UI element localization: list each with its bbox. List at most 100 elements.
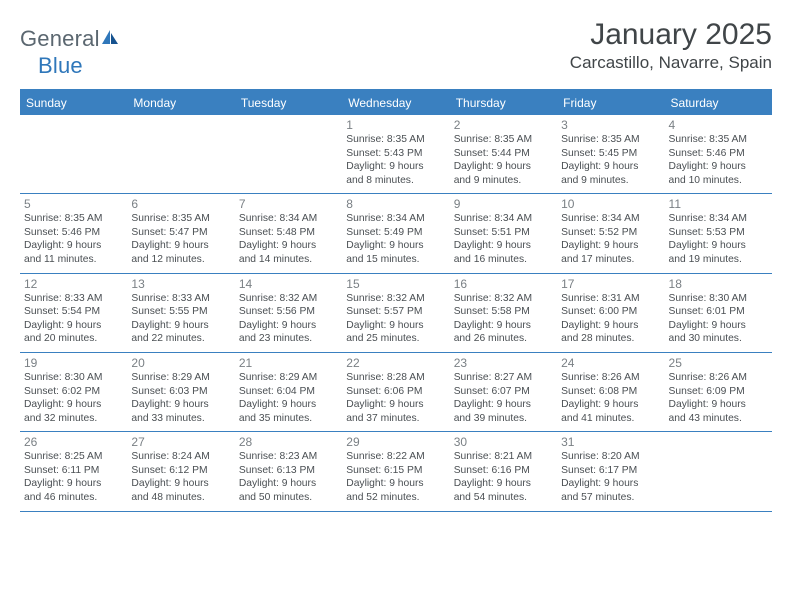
day-sunrise: Sunrise: 8:32 AM (454, 292, 553, 306)
day-cell: 22Sunrise: 8:28 AMSunset: 6:06 PMDayligh… (342, 353, 449, 431)
day-day2: and 35 minutes. (239, 412, 338, 426)
day-day1: Daylight: 9 hours (131, 239, 230, 253)
day-number: 14 (239, 277, 338, 291)
day-cell: 8Sunrise: 8:34 AMSunset: 5:49 PMDaylight… (342, 194, 449, 272)
day-number: 22 (346, 356, 445, 370)
day-day1: Daylight: 9 hours (24, 477, 123, 491)
day-day2: and 32 minutes. (24, 412, 123, 426)
day-day2: and 48 minutes. (131, 491, 230, 505)
day-day2: and 10 minutes. (669, 174, 768, 188)
logo: General (20, 18, 123, 52)
day-sunset: Sunset: 5:48 PM (239, 226, 338, 240)
day-day1: Daylight: 9 hours (24, 319, 123, 333)
day-day1: Daylight: 9 hours (669, 398, 768, 412)
day-day2: and 8 minutes. (346, 174, 445, 188)
day-day1: Daylight: 9 hours (239, 477, 338, 491)
day-day2: and 23 minutes. (239, 332, 338, 346)
logo-sail-icon (100, 28, 120, 51)
day-day2: and 54 minutes. (454, 491, 553, 505)
day-sunset: Sunset: 6:01 PM (669, 305, 768, 319)
day-day1: Daylight: 9 hours (239, 239, 338, 253)
day-day1: Daylight: 9 hours (454, 398, 553, 412)
day-day2: and 12 minutes. (131, 253, 230, 267)
day-sunrise: Sunrise: 8:27 AM (454, 371, 553, 385)
day-sunset: Sunset: 5:49 PM (346, 226, 445, 240)
day-day1: Daylight: 9 hours (131, 319, 230, 333)
day-day1: Daylight: 9 hours (346, 319, 445, 333)
day-number: 28 (239, 435, 338, 449)
day-number: 23 (454, 356, 553, 370)
day-cell: 9Sunrise: 8:34 AMSunset: 5:51 PMDaylight… (450, 194, 557, 272)
dow-monday: Monday (127, 91, 234, 115)
day-sunrise: Sunrise: 8:20 AM (561, 450, 660, 464)
day-number: 5 (24, 197, 123, 211)
day-day2: and 11 minutes. (24, 253, 123, 267)
day-day1: Daylight: 9 hours (346, 160, 445, 174)
day-sunrise: Sunrise: 8:34 AM (561, 212, 660, 226)
day-day1: Daylight: 9 hours (454, 319, 553, 333)
day-day1: Daylight: 9 hours (346, 477, 445, 491)
day-cell: 28Sunrise: 8:23 AMSunset: 6:13 PMDayligh… (235, 432, 342, 510)
day-day2: and 9 minutes. (561, 174, 660, 188)
day-sunset: Sunset: 6:04 PM (239, 385, 338, 399)
day-sunset: Sunset: 5:55 PM (131, 305, 230, 319)
day-sunrise: Sunrise: 8:35 AM (561, 133, 660, 147)
day-day1: Daylight: 9 hours (669, 319, 768, 333)
day-number: 12 (24, 277, 123, 291)
day-day2: and 33 minutes. (131, 412, 230, 426)
day-sunrise: Sunrise: 8:31 AM (561, 292, 660, 306)
day-number: 18 (669, 277, 768, 291)
day-sunset: Sunset: 6:09 PM (669, 385, 768, 399)
day-sunset: Sunset: 5:43 PM (346, 147, 445, 161)
day-number: 16 (454, 277, 553, 291)
day-day1: Daylight: 9 hours (454, 239, 553, 253)
day-sunrise: Sunrise: 8:35 AM (24, 212, 123, 226)
month-title: January 2025 (570, 18, 772, 51)
day-sunset: Sunset: 5:56 PM (239, 305, 338, 319)
day-day1: Daylight: 9 hours (131, 398, 230, 412)
day-sunrise: Sunrise: 8:22 AM (346, 450, 445, 464)
day-sunset: Sunset: 5:44 PM (454, 147, 553, 161)
location-subtitle: Carcastillo, Navarre, Spain (570, 53, 772, 73)
day-day1: Daylight: 9 hours (454, 160, 553, 174)
day-day2: and 46 minutes. (24, 491, 123, 505)
day-number: 29 (346, 435, 445, 449)
day-cell: 13Sunrise: 8:33 AMSunset: 5:55 PMDayligh… (127, 274, 234, 352)
logo-text-general: General (20, 26, 100, 52)
day-sunset: Sunset: 5:47 PM (131, 226, 230, 240)
day-day2: and 22 minutes. (131, 332, 230, 346)
day-sunset: Sunset: 6:15 PM (346, 464, 445, 478)
day-sunrise: Sunrise: 8:32 AM (346, 292, 445, 306)
day-sunrise: Sunrise: 8:29 AM (239, 371, 338, 385)
day-number: 17 (561, 277, 660, 291)
day-cell (20, 115, 127, 193)
day-number: 10 (561, 197, 660, 211)
day-cell: 10Sunrise: 8:34 AMSunset: 5:52 PMDayligh… (557, 194, 664, 272)
day-sunrise: Sunrise: 8:30 AM (24, 371, 123, 385)
day-number: 24 (561, 356, 660, 370)
day-day1: Daylight: 9 hours (24, 239, 123, 253)
day-sunset: Sunset: 5:58 PM (454, 305, 553, 319)
day-day2: and 14 minutes. (239, 253, 338, 267)
day-day2: and 26 minutes. (454, 332, 553, 346)
day-cell: 4Sunrise: 8:35 AMSunset: 5:46 PMDaylight… (665, 115, 772, 193)
day-cell: 18Sunrise: 8:30 AMSunset: 6:01 PMDayligh… (665, 274, 772, 352)
day-number: 15 (346, 277, 445, 291)
day-day1: Daylight: 9 hours (454, 477, 553, 491)
day-cell: 6Sunrise: 8:35 AMSunset: 5:47 PMDaylight… (127, 194, 234, 272)
day-cell (127, 115, 234, 193)
day-day1: Daylight: 9 hours (669, 239, 768, 253)
day-day2: and 20 minutes. (24, 332, 123, 346)
day-cell: 11Sunrise: 8:34 AMSunset: 5:53 PMDayligh… (665, 194, 772, 272)
day-sunrise: Sunrise: 8:35 AM (669, 133, 768, 147)
day-sunset: Sunset: 6:03 PM (131, 385, 230, 399)
day-day2: and 30 minutes. (669, 332, 768, 346)
day-cell: 21Sunrise: 8:29 AMSunset: 6:04 PMDayligh… (235, 353, 342, 431)
week-row: 1Sunrise: 8:35 AMSunset: 5:43 PMDaylight… (20, 115, 772, 194)
dow-saturday: Saturday (665, 91, 772, 115)
dow-thursday: Thursday (450, 91, 557, 115)
weeks-container: 1Sunrise: 8:35 AMSunset: 5:43 PMDaylight… (20, 115, 772, 512)
day-number: 27 (131, 435, 230, 449)
day-number: 3 (561, 118, 660, 132)
day-day2: and 16 minutes. (454, 253, 553, 267)
